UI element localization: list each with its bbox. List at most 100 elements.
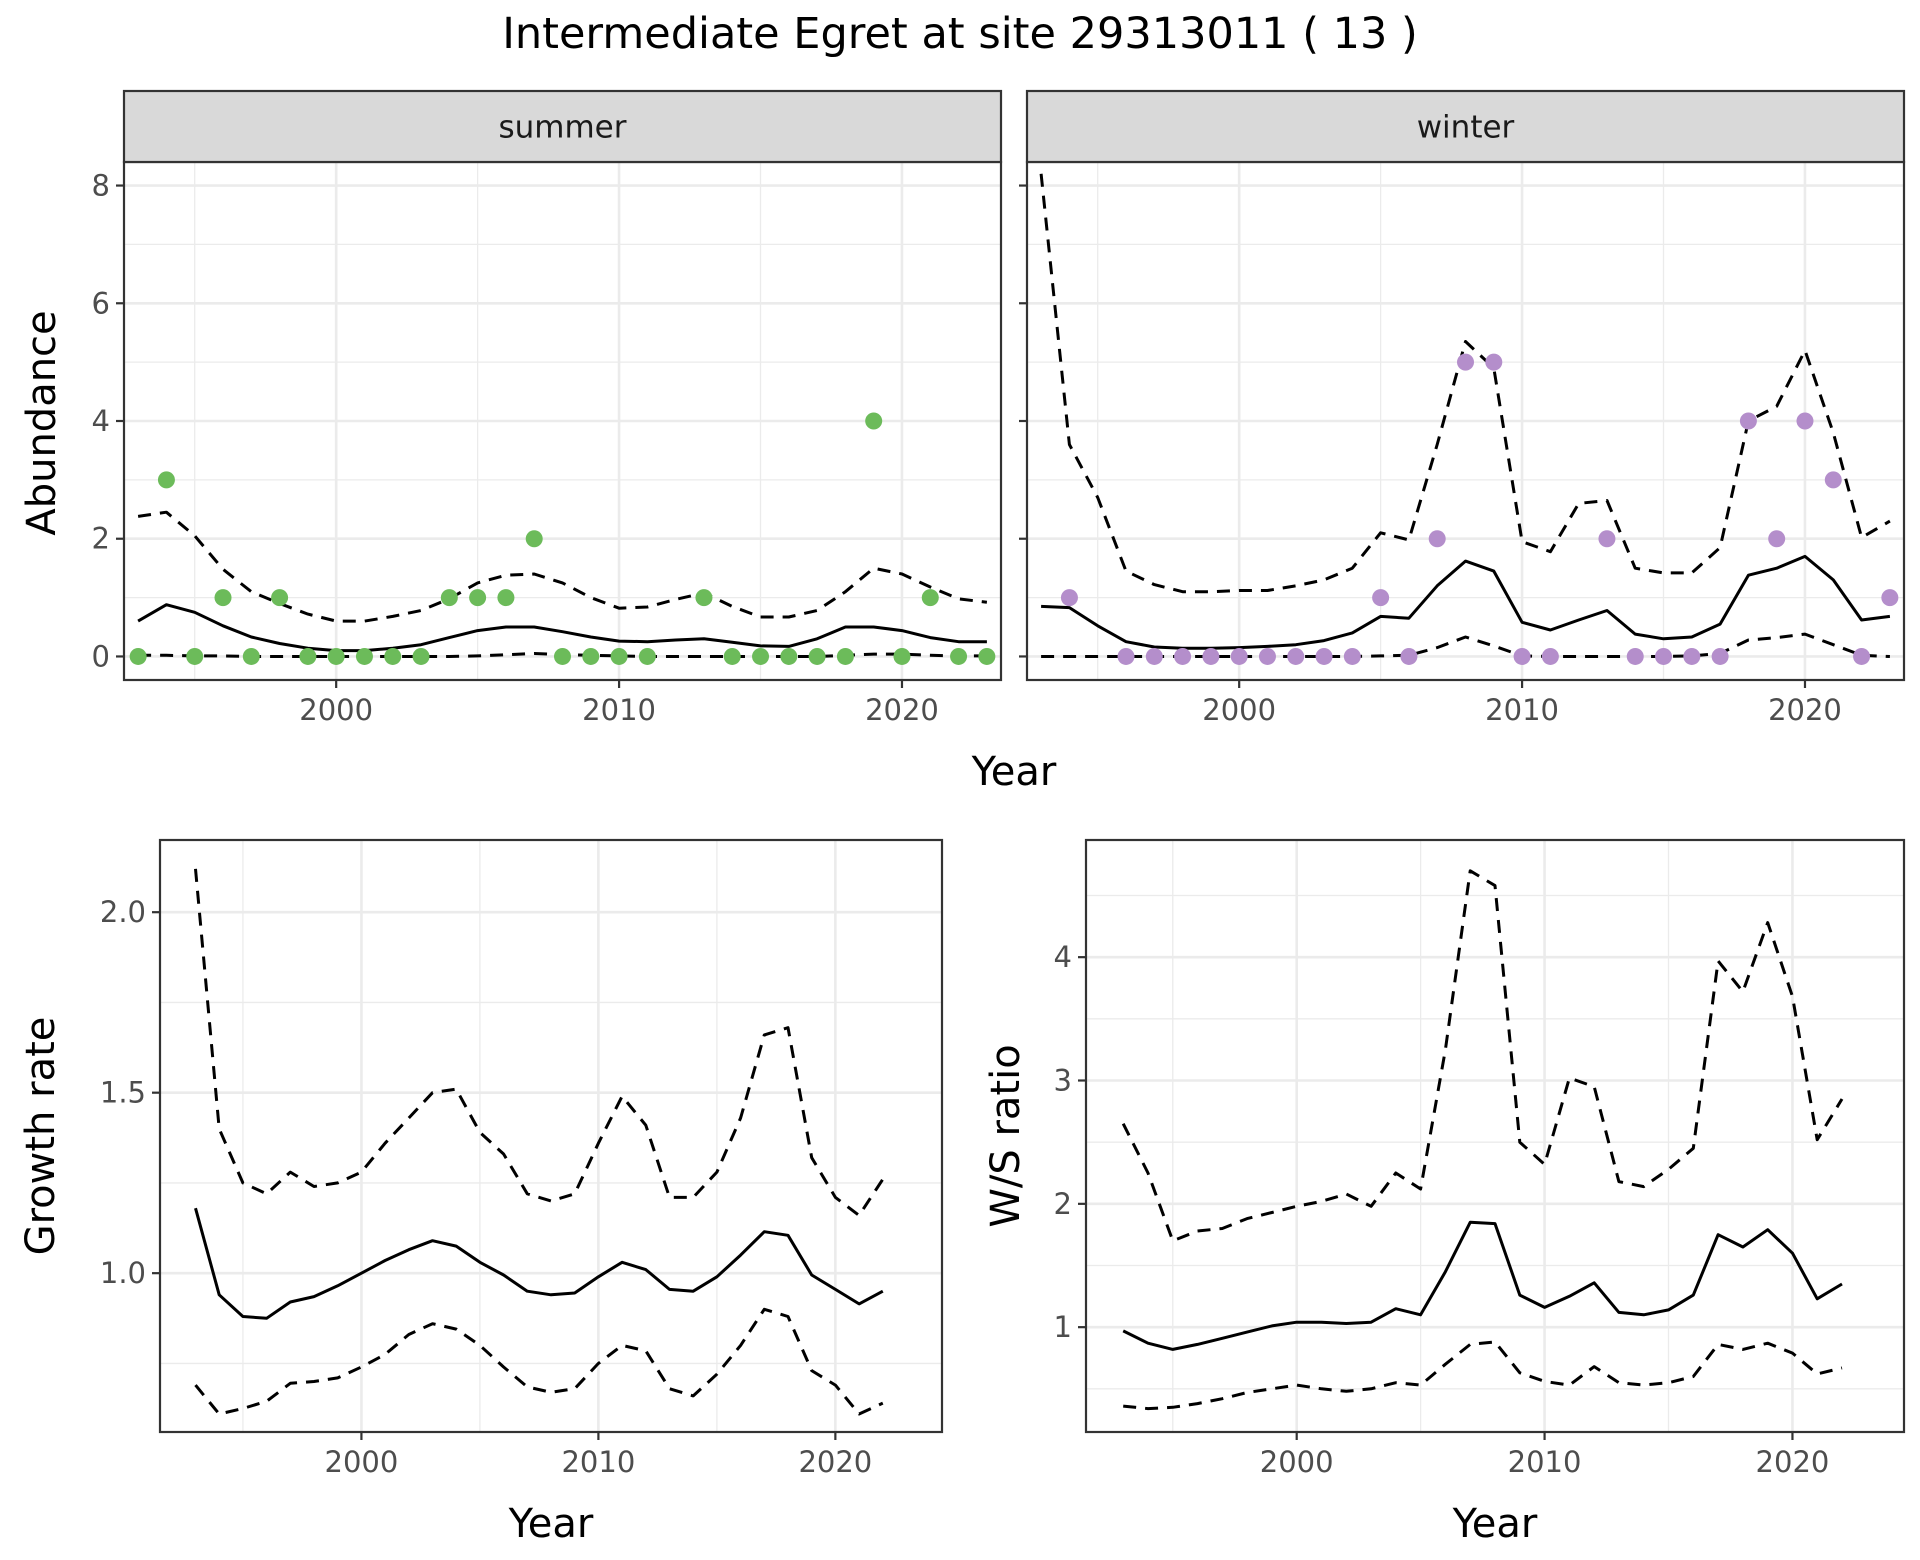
- winter-panel: winter 2000 2010 2020: [1019, 89, 1906, 727]
- summer-strip-label: summer: [498, 110, 626, 146]
- summer-observed-point: [950, 647, 968, 665]
- winter-observed-point: [1485, 353, 1503, 371]
- panels: summer 2000 2010 2020 0 2 4 6 8 winter 2000 2010 202…: [18, 89, 1906, 1547]
- summer-observed-point: [355, 647, 373, 665]
- summer-observed-point: [582, 647, 600, 665]
- summer-observed-point: [808, 647, 826, 665]
- summer-observed-point: [695, 589, 713, 607]
- winter-observed-point: [1824, 471, 1842, 489]
- summer-observed-point: [242, 647, 260, 665]
- summer-observed-point: [157, 471, 175, 489]
- summer-observed-point: [440, 589, 458, 607]
- winter-observed-point: [1513, 647, 1531, 665]
- summer-observed-point: [780, 647, 798, 665]
- growth-panel-border: [158, 838, 944, 1434]
- winter-observed-point: [1174, 647, 1192, 665]
- figure-title: Intermediate Egret at site 29313011 ( 13…: [502, 9, 1418, 59]
- growth-x-tick-label: 2000: [325, 1445, 399, 1479]
- growth-x-axis-title: Year: [508, 1501, 594, 1547]
- winter-x-tick-label: 2020: [1768, 693, 1842, 727]
- winter-observed-point: [1315, 647, 1333, 665]
- summer-observed-point: [865, 412, 883, 430]
- summer-y-tick-label: 4: [92, 404, 110, 438]
- growth-panel: 2000 2010 2020 1.0 1.5 2.0 Year Growth rate: [18, 838, 944, 1547]
- summer-observed-point: [921, 589, 939, 607]
- summer-y-tick-label: 8: [92, 169, 110, 203]
- summer-mean-line: [137, 603, 987, 653]
- summer-observed-point: [327, 647, 345, 665]
- ratio-x-tick-label: 2020: [1756, 1445, 1830, 1479]
- ratio-y-axis-title: W/S ratio: [983, 1044, 1029, 1227]
- summer-observed-point: [638, 647, 656, 665]
- summer-x-tick-label: 2010: [582, 693, 656, 727]
- winter-observed-point: [1428, 530, 1446, 548]
- winter-observed-point: [1343, 647, 1361, 665]
- winter-observed-point: [1541, 647, 1559, 665]
- winter-x-tick-label: 2010: [1485, 693, 1559, 727]
- growth-upper-bound-line: [194, 868, 885, 1217]
- summer-y-tick-label: 6: [92, 286, 110, 320]
- winter-observed-point: [1230, 647, 1248, 665]
- summer-observed-point: [978, 647, 996, 665]
- summer-observed-point: [214, 589, 232, 607]
- winter-strip-label: winter: [1417, 110, 1515, 146]
- winter-observed-point: [1202, 647, 1220, 665]
- top-row-y-axis-title: Abundance: [19, 310, 65, 535]
- summer-observed-point: [610, 647, 628, 665]
- winter-observed-point: [1683, 647, 1701, 665]
- summer-observed-point: [554, 647, 571, 665]
- growth-y-tick-label: 1.0: [100, 1256, 146, 1290]
- summer-observed-point: [384, 647, 402, 665]
- summer-observed-point: [752, 647, 770, 665]
- winter-observed-point: [1881, 589, 1899, 607]
- ratio-x-tick-label: 2010: [1508, 1445, 1582, 1479]
- ratio-mean-line: [1122, 1220, 1843, 1351]
- growth-plot-background: [160, 840, 942, 1432]
- winter-observed-point: [1457, 353, 1474, 371]
- ratio-upper-bound-line: [1121, 869, 1844, 1243]
- growth-x-tick-label: 2010: [561, 1445, 635, 1479]
- winter-observed-point: [1626, 647, 1644, 665]
- growth-y-tick-label: 1.5: [100, 1076, 146, 1110]
- winter-observed-point: [1853, 647, 1871, 665]
- summer-observed-point: [412, 647, 430, 665]
- ratio-panel: 2000 2010 2020 1 2 3 4 Year W/S ratio: [983, 838, 1906, 1547]
- ratio-x-tick-label: 2000: [1260, 1445, 1334, 1479]
- growth-lower-bound-line: [194, 1307, 884, 1416]
- growth-y-tick-label: 2.0: [100, 895, 146, 929]
- winter-observed-point: [1258, 647, 1276, 665]
- growth-x-tick-label: 2020: [798, 1445, 872, 1479]
- ratio-x-axis-title: Year: [1452, 1501, 1538, 1547]
- winter-strip: [1025, 89, 1906, 164]
- summer-strip: [122, 89, 1003, 164]
- summer-observed-point: [186, 647, 204, 665]
- winter-observed-point: [1145, 647, 1163, 665]
- summer-observed-point: [525, 530, 543, 548]
- winter-observed-point: [1598, 530, 1616, 548]
- summer-observed-point: [836, 647, 854, 665]
- summer-panel: summer 2000 2010 2020 0 2 4 6 8: [92, 89, 1003, 727]
- growth-y-axis-title: Growth rate: [18, 1017, 64, 1256]
- summer-x-tick-label: 2000: [299, 693, 373, 727]
- ratio-lower-bound-line: [1123, 1340, 1843, 1411]
- ratio-y-tick-label: 1: [1054, 1310, 1072, 1344]
- summer-observed-point: [129, 647, 147, 665]
- winter-observed-point: [1768, 530, 1786, 548]
- winter-observed-point: [1117, 647, 1135, 665]
- summer-observed-point: [893, 647, 911, 665]
- winter-observed-point: [1287, 647, 1305, 665]
- summer-observed-point: [723, 647, 741, 665]
- winter-observed-point: [1060, 589, 1078, 607]
- winter-observed-point: [1655, 647, 1673, 665]
- summer-x-tick-label: 2020: [865, 693, 939, 727]
- ratio-plot-background: [1086, 840, 1904, 1432]
- summer-observed-point: [271, 589, 289, 607]
- ratio-y-tick-label: 3: [1054, 1064, 1072, 1098]
- top-row-x-axis-title: Year: [971, 749, 1057, 795]
- summer-observed-point: [299, 647, 317, 665]
- winter-x-tick-label: 2000: [1202, 693, 1276, 727]
- winter-observed-point: [1372, 589, 1390, 607]
- ratio-y-tick-label: 2: [1054, 1187, 1072, 1221]
- winter-observed-point: [1739, 412, 1757, 430]
